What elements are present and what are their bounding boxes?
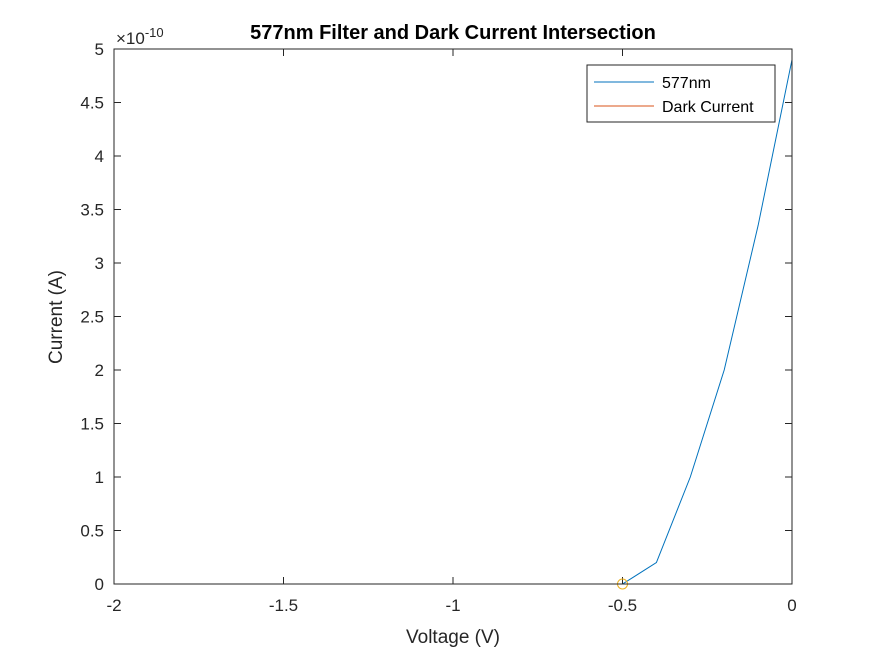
- x-tick-label: 0: [787, 596, 796, 615]
- axes-border: [113, 48, 793, 585]
- axes: [114, 49, 792, 584]
- axes-frame: [113, 48, 793, 585]
- y-tick-label: 1: [95, 468, 104, 487]
- x-tick-label: -0.5: [608, 596, 637, 615]
- y-exponent-power: -10: [145, 25, 164, 40]
- y-tick-label: 0: [95, 575, 104, 594]
- chart-title: 577nm Filter and Dark Current Intersecti…: [250, 22, 656, 44]
- y-tick-label: 2: [95, 361, 104, 380]
- y-tick-label: 2.5: [80, 308, 104, 327]
- x-tick-label: -1: [445, 596, 460, 615]
- y-axis-label: Current (A): [46, 270, 67, 364]
- legend-label-dark-current: Dark Current: [662, 99, 754, 116]
- y-exponent-label: ×10-10: [116, 25, 164, 48]
- y-tick-label: 4.5: [80, 94, 104, 113]
- y-tick-label: 3.5: [80, 201, 104, 220]
- x-tick-label: -2: [106, 596, 121, 615]
- legend: 577nm Dark Current: [586, 64, 776, 123]
- ticks: -2 -1.5 -1 -0.5 0 0 0.5 1 1.5 2 2.5 3 3.5 4 4.5 5: [80, 40, 796, 615]
- y-tick-label: 4: [95, 147, 104, 166]
- y-tick-label: 3: [95, 254, 104, 273]
- y-tick-label: 1.5: [80, 415, 104, 434]
- legend-box: [586, 64, 776, 123]
- x-tick-label: -1.5: [269, 596, 298, 615]
- y-tick-label: 5: [95, 40, 104, 59]
- legend-label-577nm: 577nm: [662, 75, 711, 92]
- y-exponent-prefix: ×10: [116, 29, 145, 48]
- x-axis-label: Voltage (V): [406, 627, 500, 648]
- plot-area: [114, 49, 792, 584]
- y-tick-label: 0.5: [80, 522, 104, 541]
